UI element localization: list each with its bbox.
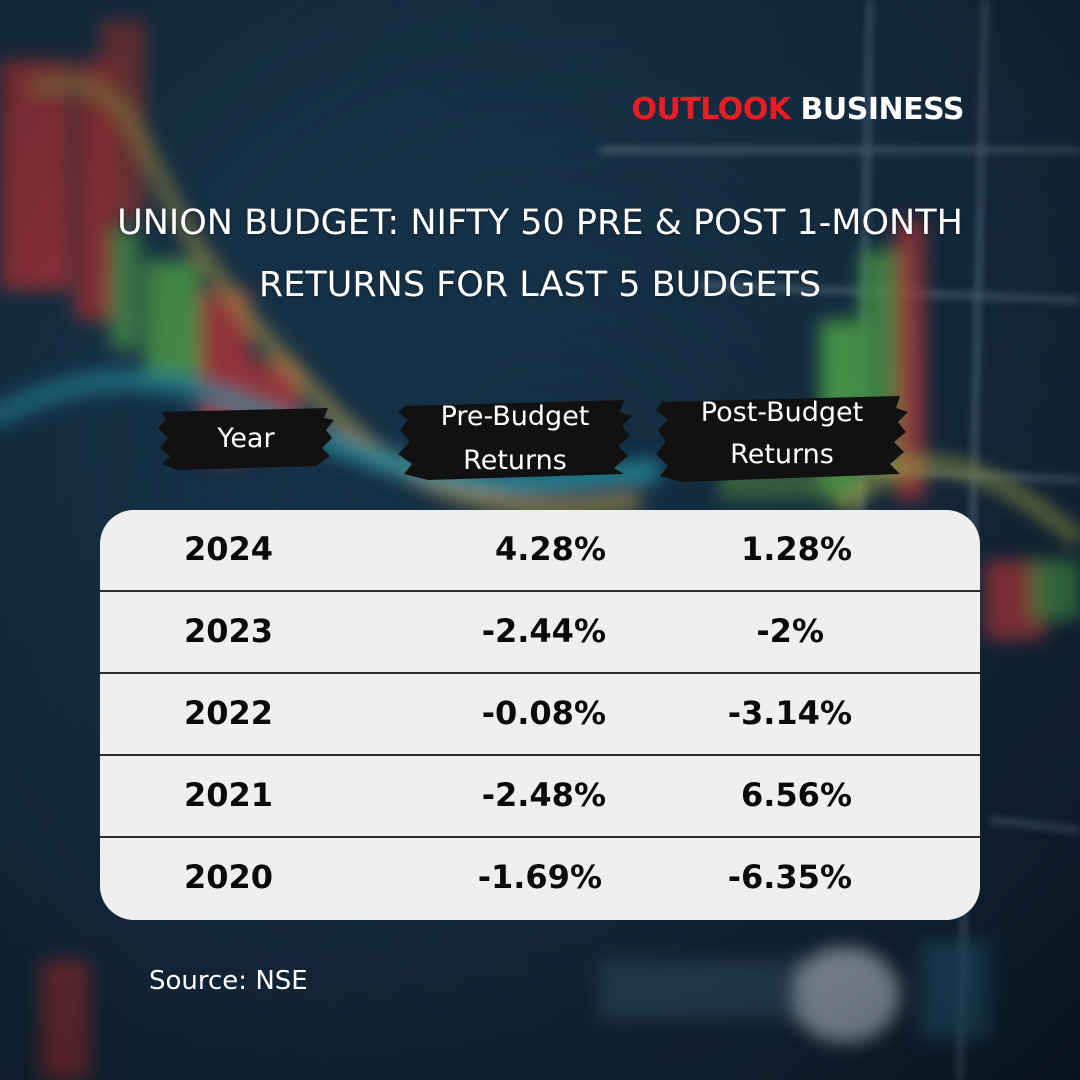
table-row: 2021 -2.48% 6.56% [100, 756, 980, 838]
page-title: UNION BUDGET: NIFTY 50 PRE & POST 1-MONT… [60, 192, 1020, 316]
source-note: Source: NSE [149, 966, 308, 996]
brush-stroke-icon [398, 400, 632, 480]
cell-year: 2024 [184, 530, 274, 568]
cell-post-budget: -2% [756, 612, 824, 650]
cell-pre-budget: -0.08% [481, 694, 606, 732]
returns-table: 2024 4.28% 1.28% 2023 -2.44% -2% 2022 -0… [100, 510, 980, 920]
cell-post-budget: -6.35% [727, 858, 852, 896]
column-header-pre-budget-line1: Pre-Budget [440, 401, 590, 432]
brush-stroke-icon [158, 408, 334, 470]
cell-year: 2021 [184, 776, 274, 814]
table-row: 2023 -2.44% -2% [100, 592, 980, 674]
column-header-pre-budget: Pre-Budget Returns [398, 394, 632, 482]
page-title-line2: RETURNS FOR LAST 5 BUDGETS [258, 265, 822, 305]
cell-year: 2023 [184, 612, 274, 650]
brand-logo-outlook: OUTLOOK [631, 92, 791, 127]
table-row: 2020 -1.69% -6.35% [100, 838, 980, 920]
column-header-post-budget-line1: Post-Budget [700, 397, 864, 428]
cell-post-budget: -3.14% [727, 694, 852, 732]
table-row: 2022 -0.08% -3.14% [100, 674, 980, 756]
brand-logo-business: BUSINESS [800, 92, 965, 127]
cell-post-budget: 6.56% [740, 776, 852, 814]
brand-logo: OUTLOOK BUSINESS [631, 92, 964, 127]
column-header-year-label: Year [217, 423, 275, 454]
table-row: 2024 4.28% 1.28% [100, 510, 980, 592]
cell-pre-budget: -2.44% [481, 612, 606, 650]
column-header-post-budget-line2: Returns [730, 439, 834, 470]
cell-pre-budget: -1.69% [477, 858, 602, 896]
brush-stroke-icon [656, 396, 908, 482]
column-header-pre-budget-line2: Returns [463, 445, 567, 476]
cell-pre-budget: 4.28% [494, 530, 606, 568]
cell-pre-budget: -2.48% [481, 776, 606, 814]
page-title-line1: UNION BUDGET: NIFTY 50 PRE & POST 1-MONT… [117, 203, 963, 243]
cell-year: 2020 [184, 858, 274, 896]
cell-post-budget: 1.28% [740, 530, 852, 568]
column-header-year: Year [158, 404, 334, 474]
cell-year: 2022 [184, 694, 274, 732]
column-header-post-budget: Post-Budget Returns [656, 392, 908, 484]
